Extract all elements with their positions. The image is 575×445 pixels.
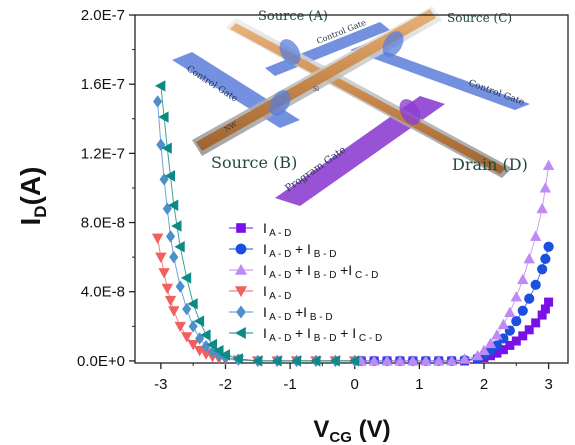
data-point bbox=[159, 269, 169, 278]
data-point bbox=[162, 284, 172, 293]
chart-legend: I A - D I A - D + I B - D I A - D + I B … bbox=[229, 220, 382, 344]
x-tick-label: 1 bbox=[415, 376, 423, 393]
legend-label: I A - D bbox=[263, 283, 291, 302]
x-tick-label: -3 bbox=[154, 376, 167, 393]
data-point bbox=[175, 322, 185, 331]
data-point bbox=[498, 319, 508, 328]
legend-entry: I A - D bbox=[229, 220, 291, 239]
y-tick-label: 2.0E-7 bbox=[81, 7, 125, 24]
data-point bbox=[166, 231, 174, 242]
legend-label: I A - D + I B - D + I C - D bbox=[263, 325, 382, 344]
y-tick-label: 1.2E-7 bbox=[81, 145, 125, 162]
legend-marker bbox=[236, 244, 246, 254]
legend-label: I A - D +I B - D bbox=[263, 304, 333, 323]
data-point bbox=[531, 319, 539, 327]
x-tick-label: 2 bbox=[480, 376, 488, 393]
y-tick-label: 4.0E-8 bbox=[81, 284, 125, 301]
legend-entry: I A - D + I B - D +I C - D bbox=[229, 262, 378, 281]
data-point bbox=[152, 234, 162, 243]
data-point bbox=[165, 296, 175, 305]
x-tick-label: 3 bbox=[544, 376, 552, 393]
legend-marker bbox=[236, 328, 246, 339]
data-point bbox=[537, 204, 547, 213]
label-drain-d: Drain (D) bbox=[452, 155, 528, 174]
legend-label: I A - D + I B - D +I C - D bbox=[263, 262, 378, 281]
series-1 bbox=[356, 242, 553, 366]
data-point bbox=[153, 96, 161, 107]
y-tick-label: 0.0E+0 bbox=[77, 353, 125, 370]
legend-marker bbox=[237, 224, 246, 233]
chart-marks bbox=[152, 81, 553, 367]
label-source-b: Source (B) bbox=[211, 153, 297, 172]
data-point bbox=[540, 183, 550, 192]
series-4 bbox=[153, 96, 359, 367]
legend-entry: I A - D bbox=[229, 283, 291, 302]
data-point bbox=[524, 294, 534, 304]
label-source-a: Source (A) bbox=[258, 9, 328, 24]
legend-entry: I A - D + I B - D + I C - D bbox=[229, 325, 382, 344]
data-point bbox=[511, 292, 521, 301]
legend-marker bbox=[237, 306, 246, 318]
data-point bbox=[524, 254, 534, 263]
data-point bbox=[530, 231, 540, 240]
data-point bbox=[169, 307, 179, 316]
x-axis-title: VCG (V) bbox=[313, 416, 390, 445]
chart-axes: -3 -2 -1 0 1 2 3 0.0E+0 4.0E-8 8.0E-8 1.2E-7 1.6E-7… bbox=[15, 7, 568, 445]
data-point bbox=[544, 298, 552, 306]
y-axis-title: ID(A) bbox=[15, 167, 50, 226]
data-point bbox=[156, 81, 165, 91]
data-point bbox=[170, 251, 178, 262]
y-tick-label: 1.6E-7 bbox=[81, 76, 125, 93]
y-tick-label: 8.0E-8 bbox=[81, 215, 125, 232]
data-point bbox=[156, 253, 166, 262]
label-si: Si bbox=[313, 86, 319, 93]
label-source-c: Source (C) bbox=[447, 11, 512, 25]
legend-entry: I A - D +I B - D bbox=[229, 304, 333, 323]
data-point bbox=[537, 264, 547, 274]
device-inset-illustration: Source (A) Source (C) Source (B) Drain (… bbox=[172, 6, 530, 206]
data-point bbox=[511, 316, 521, 326]
legend-entry: I A - D + I B - D bbox=[229, 241, 337, 260]
data-point bbox=[176, 281, 184, 292]
legend-label: I A - D + I B - D bbox=[263, 241, 337, 260]
x-tick-label: -1 bbox=[283, 376, 296, 393]
data-point bbox=[541, 254, 551, 264]
data-point bbox=[543, 160, 553, 169]
data-point bbox=[505, 307, 515, 316]
data-point bbox=[518, 274, 528, 283]
data-point bbox=[518, 306, 528, 316]
data-point bbox=[544, 242, 554, 252]
x-tick-label: 0 bbox=[351, 376, 359, 393]
data-point bbox=[531, 280, 541, 290]
x-tick-label: -2 bbox=[219, 376, 232, 393]
legend-label: I A - D bbox=[263, 220, 291, 239]
